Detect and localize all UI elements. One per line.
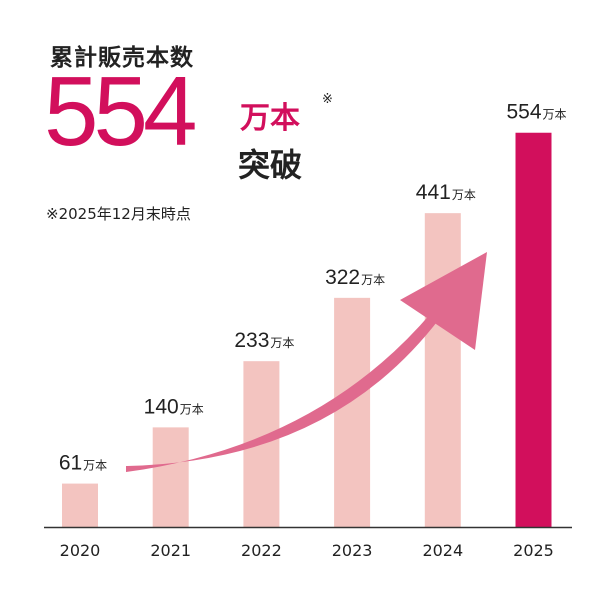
tick-label-2020: 2020 xyxy=(60,541,101,560)
bar-2023 xyxy=(334,297,371,527)
headline-note-mark: ※ xyxy=(322,92,333,107)
tick-label-2021: 2021 xyxy=(150,541,191,560)
footnote: ※2025年12月末時点 xyxy=(46,205,191,223)
trend-arrow-head xyxy=(400,252,487,350)
data-label-2024: 441万本 xyxy=(416,181,476,204)
tick-label-2023: 2023 xyxy=(332,541,373,560)
tick-label-2025: 2025 xyxy=(513,541,554,560)
bar-2024 xyxy=(424,213,461,527)
headline-caption: 突破 xyxy=(238,146,303,184)
headline-unit: 万本 xyxy=(240,101,300,136)
chart-subtitle: 累計販売本数 xyxy=(50,45,194,71)
data-label-2025: 554万本 xyxy=(506,101,566,124)
data-label-2020: 61万本 xyxy=(59,452,107,475)
tick-label-2024: 2024 xyxy=(422,541,463,560)
tick-label-2022: 2022 xyxy=(241,541,282,560)
bar-2020 xyxy=(62,483,98,527)
bar-2025 xyxy=(515,132,552,527)
headline-number: 554 xyxy=(44,56,197,166)
bar-2021 xyxy=(152,427,189,527)
data-label-2022: 233万本 xyxy=(234,329,294,352)
data-label-2023: 322万本 xyxy=(325,266,385,289)
data-label-2021: 140万本 xyxy=(144,395,204,418)
trend-arrow xyxy=(126,252,487,472)
